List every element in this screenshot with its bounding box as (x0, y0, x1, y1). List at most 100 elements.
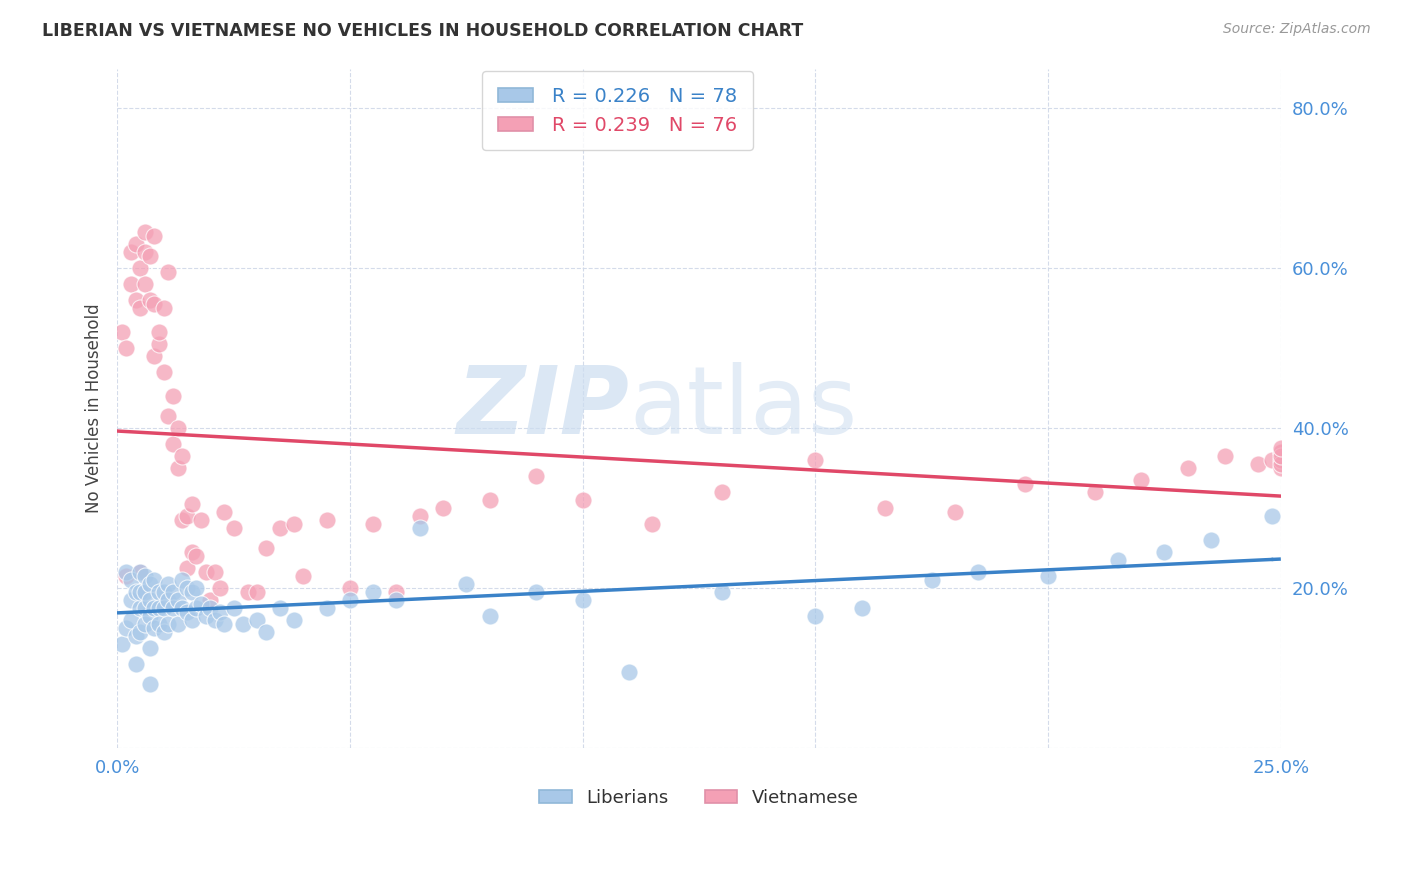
Point (1270, 449, 1292, 463)
Point (1177, 461, 1199, 475)
Point (166, 617, 188, 632)
Point (180, 497, 202, 511)
Point (180, 613, 202, 627)
Point (157, 593, 180, 607)
Point (139, 577, 162, 591)
Point (361, 517, 384, 532)
Point (148, 337, 170, 351)
Point (361, 585, 384, 599)
Point (139, 293, 162, 308)
Point (1199, 533, 1222, 548)
Point (208, 605, 231, 619)
Point (222, 601, 245, 615)
Point (1270, 461, 1292, 475)
Point (194, 565, 217, 579)
Point (125, 629, 148, 643)
Point (524, 585, 547, 599)
Point (269, 601, 291, 615)
Point (157, 265, 180, 279)
Point (176, 509, 198, 524)
Point (157, 409, 180, 424)
Point (1014, 477, 1036, 491)
Point (921, 573, 943, 587)
Point (139, 249, 162, 263)
Point (134, 617, 156, 632)
Point (172, 601, 194, 615)
Point (283, 613, 305, 627)
Point (152, 301, 174, 316)
Point (143, 621, 166, 635)
Point (157, 617, 180, 632)
Point (134, 277, 156, 292)
Point (194, 609, 217, 624)
Point (148, 601, 170, 615)
Point (152, 585, 174, 599)
Text: LIBERIAN VS VIETNAMESE NO VEHICLES IN HOUSEHOLD CORRELATION CHART: LIBERIAN VS VIETNAMESE NO VEHICLES IN HO… (42, 22, 803, 40)
Point (148, 617, 170, 632)
Point (129, 585, 152, 599)
Point (524, 469, 547, 483)
Point (162, 437, 184, 451)
Point (1260, 509, 1282, 524)
Point (200, 601, 222, 615)
Point (134, 585, 156, 599)
Point (111, 637, 134, 651)
Point (129, 565, 152, 579)
Point (804, 453, 827, 467)
Y-axis label: No Vehicles in Household: No Vehicles in Household (86, 303, 103, 513)
Point (148, 585, 170, 599)
Point (125, 237, 148, 252)
Point (315, 601, 337, 615)
Point (186, 581, 208, 595)
Point (190, 513, 212, 527)
Point (129, 261, 152, 276)
Point (943, 505, 966, 519)
Point (804, 609, 827, 624)
Point (176, 605, 198, 619)
Point (143, 349, 166, 363)
Point (456, 577, 478, 591)
Point (1270, 445, 1292, 459)
Point (176, 581, 198, 595)
Point (129, 565, 152, 579)
Point (115, 341, 138, 355)
Point (204, 565, 226, 579)
Point (115, 621, 138, 635)
Point (619, 665, 641, 679)
Point (339, 581, 361, 595)
Point (711, 585, 734, 599)
Point (1213, 449, 1236, 463)
Point (172, 573, 194, 587)
Point (139, 677, 162, 691)
Point (246, 613, 269, 627)
Point (134, 569, 156, 583)
Point (212, 617, 235, 632)
Point (200, 593, 222, 607)
Point (157, 577, 180, 591)
Point (120, 277, 142, 292)
Point (125, 657, 148, 672)
Point (166, 593, 188, 607)
Point (120, 573, 142, 587)
Point (432, 501, 454, 516)
Point (1130, 473, 1153, 487)
Point (1270, 453, 1292, 467)
Point (967, 565, 990, 579)
Point (120, 245, 142, 260)
Point (129, 625, 152, 640)
Point (120, 613, 142, 627)
Point (166, 421, 188, 435)
Point (283, 517, 305, 532)
Point (186, 601, 208, 615)
Point (152, 365, 174, 379)
Text: Source: ZipAtlas.com: Source: ZipAtlas.com (1223, 22, 1371, 37)
Point (1084, 485, 1107, 500)
Point (111, 326, 134, 340)
Point (172, 513, 194, 527)
Point (1270, 445, 1292, 459)
Point (571, 593, 593, 607)
Point (292, 569, 315, 583)
Point (246, 585, 269, 599)
Text: atlas: atlas (630, 362, 858, 454)
Point (222, 521, 245, 535)
